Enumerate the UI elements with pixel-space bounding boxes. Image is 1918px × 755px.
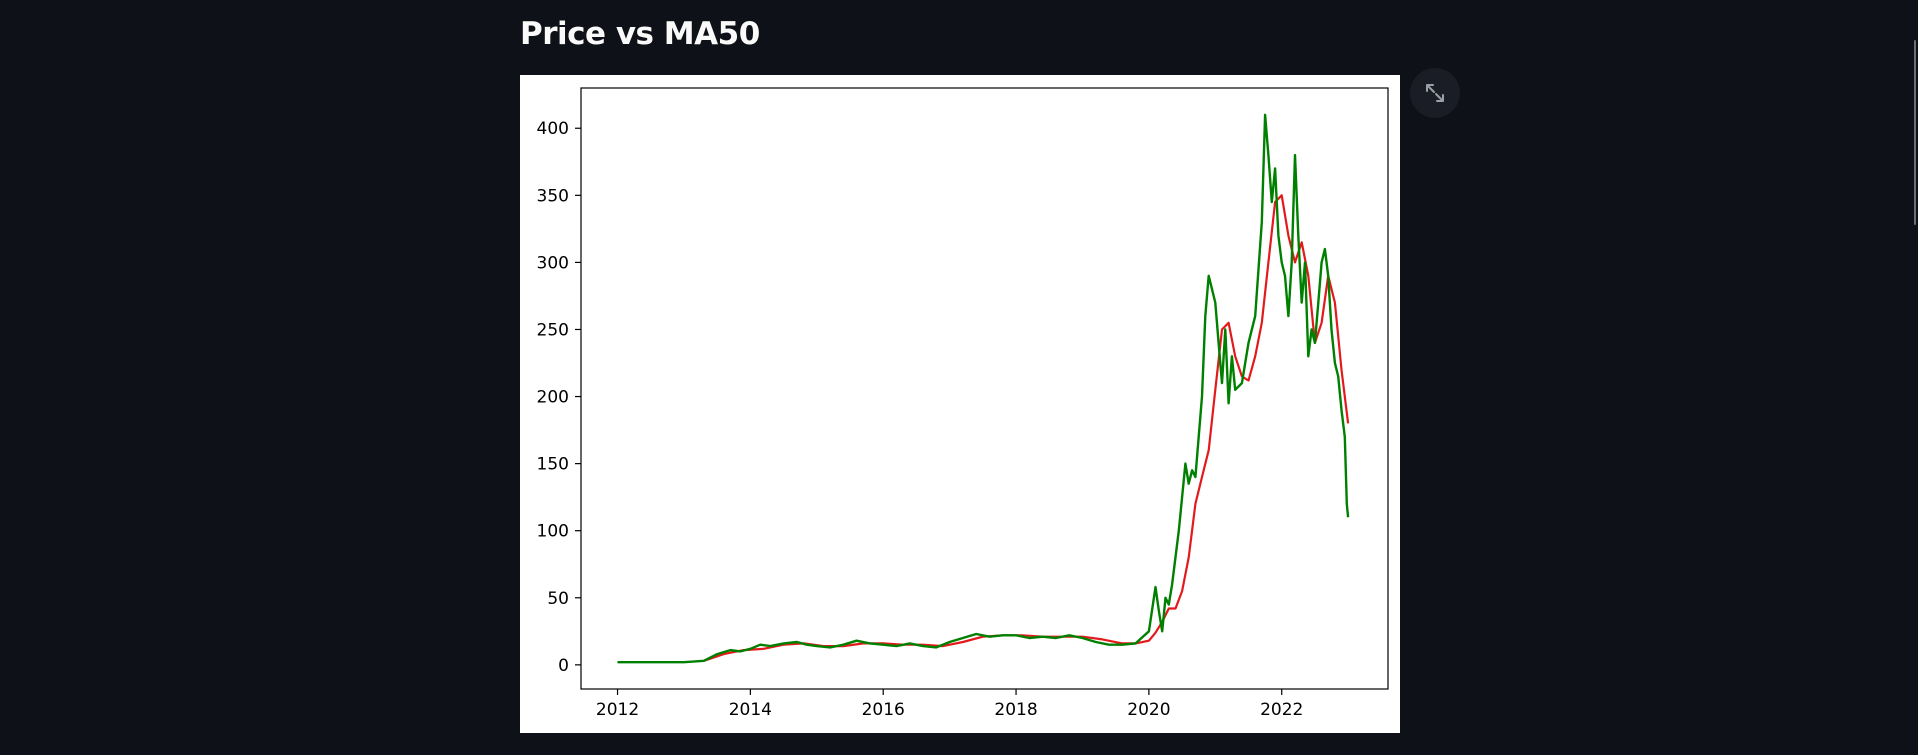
x-tick-label: 2018 bbox=[994, 700, 1037, 720]
y-tick-label: 0 bbox=[558, 656, 569, 676]
x-tick-label: 2012 bbox=[596, 700, 639, 720]
price-series-line bbox=[617, 113, 1350, 664]
x-tick-label: 2022 bbox=[1260, 700, 1303, 720]
chart-card: 2012 2014 2016 2018 2020 2022 0 50 100 150 200 250… bbox=[520, 75, 1400, 733]
y-tick-label: 150 bbox=[537, 455, 569, 475]
x-axis: 2012 2014 2016 2018 2020 2022 bbox=[596, 689, 1303, 720]
fullscreen-button[interactable] bbox=[1410, 68, 1460, 118]
expand-arrows-icon bbox=[1426, 84, 1444, 102]
page-title: Price vs MA50 bbox=[520, 16, 760, 52]
y-tick-label: 100 bbox=[537, 522, 569, 542]
x-tick-label: 2016 bbox=[862, 700, 905, 720]
y-tick-label: 200 bbox=[537, 388, 569, 408]
y-axis: 0 50 100 150 200 250 300 350 400 bbox=[537, 119, 581, 676]
x-tick-label: 2020 bbox=[1127, 700, 1170, 720]
plot-frame bbox=[580, 87, 1389, 690]
ma50-series-line bbox=[703, 194, 1350, 662]
y-tick-label: 400 bbox=[537, 119, 569, 139]
page-scrollbar[interactable] bbox=[1914, 40, 1916, 225]
y-tick-label: 300 bbox=[537, 253, 569, 273]
x-tick-label: 2014 bbox=[729, 700, 772, 720]
y-tick-label: 250 bbox=[537, 320, 569, 340]
price-ma50-chart: 2012 2014 2016 2018 2020 2022 0 50 100 150 200 250… bbox=[537, 87, 1389, 720]
y-tick-label: 350 bbox=[537, 186, 569, 206]
y-tick-label: 50 bbox=[547, 589, 569, 609]
series-layer bbox=[617, 113, 1350, 664]
